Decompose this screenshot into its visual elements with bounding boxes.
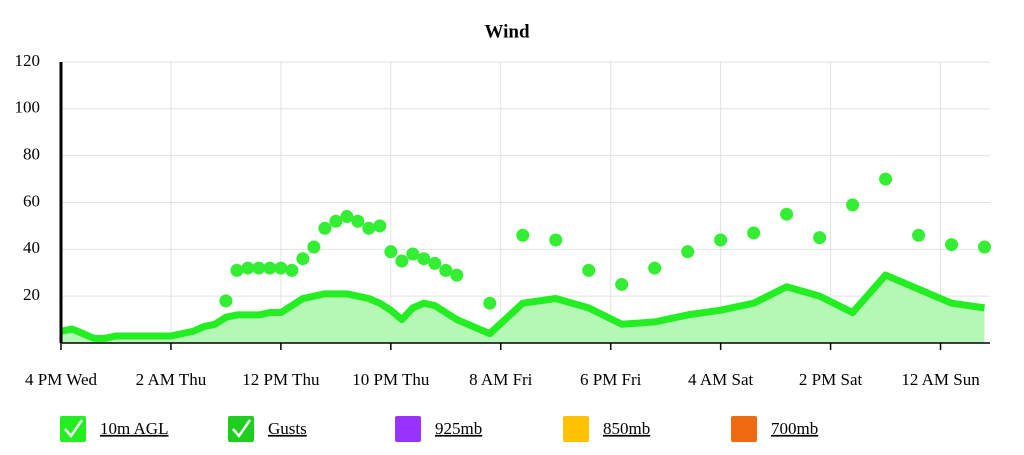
gust-dot [615, 277, 629, 291]
x-tick-label: 12 AM Sun [901, 370, 980, 389]
legend-label[interactable]: 850mb [603, 419, 650, 438]
gust-dot [395, 254, 409, 268]
legend-checkbox[interactable] [395, 416, 421, 442]
gust-dot [417, 252, 431, 266]
legend-check [64, 419, 84, 439]
gust-dot [428, 256, 442, 270]
gust-dot [252, 261, 266, 275]
y-tick-label: 40 [23, 238, 40, 257]
gust-dot [230, 263, 244, 277]
gust-dot [780, 207, 794, 221]
gust-dot [516, 228, 530, 242]
x-tick-label: 4 AM Sat [688, 370, 753, 389]
gust-dot [879, 172, 893, 186]
legend-label[interactable]: Gusts [268, 419, 307, 438]
gust-dot [384, 245, 398, 259]
x-tick-label: 12 PM Thu [242, 370, 320, 389]
gust-dot [846, 198, 860, 212]
gust-dot [362, 221, 376, 235]
gust-dot [582, 263, 596, 277]
x-tick-label: 8 AM Fri [469, 370, 533, 389]
gust-dot [285, 263, 299, 277]
gust-dot [450, 268, 464, 282]
legend-item[interactable]: Gusts [228, 416, 307, 442]
gust-dot [296, 252, 310, 266]
gust-dot [681, 245, 695, 259]
gust-dot [274, 261, 288, 275]
gust-dot [439, 263, 453, 277]
legend-checkbox[interactable] [228, 416, 254, 442]
legend-item[interactable]: 700mb [731, 416, 818, 442]
chart-title: Wind [484, 21, 530, 42]
gust-dot [340, 210, 354, 224]
legend-checkbox[interactable] [731, 416, 757, 442]
gust-dot [329, 214, 343, 228]
gust-dot [318, 221, 332, 235]
x-tick-label: 2 AM Thu [136, 370, 207, 389]
legend-checkbox[interactable] [563, 416, 589, 442]
x-tick-label: 2 PM Sat [799, 370, 863, 389]
legend-item[interactable]: 850mb [563, 416, 650, 442]
legend-item[interactable]: 925mb [395, 416, 482, 442]
gust-dot [219, 294, 233, 308]
gust-dot [263, 261, 277, 275]
gust-dot [714, 233, 728, 247]
wind-area [61, 275, 985, 343]
legend-label[interactable]: 700mb [771, 419, 818, 438]
gust-dot [549, 233, 563, 247]
x-tick-label: 6 PM Fri [580, 370, 642, 389]
legend-item[interactable]: 10m AGL [60, 416, 168, 442]
gust-dot [241, 261, 255, 275]
legend-check [232, 419, 252, 439]
legend-checkbox[interactable] [60, 416, 86, 442]
gust-dot [406, 247, 420, 261]
y-tick-label: 20 [23, 285, 40, 304]
gust-dot [813, 231, 827, 245]
gust-dot [945, 238, 959, 252]
legend-label[interactable]: 10m AGL [100, 419, 168, 438]
gust-dot [747, 226, 761, 240]
gust-dot [978, 240, 992, 254]
x-tick-label: 4 PM Wed [25, 370, 97, 389]
y-tick-label: 60 [23, 191, 40, 210]
y-tick-label: 100 [15, 98, 41, 117]
x-tick-label: 10 PM Thu [352, 370, 430, 389]
gust-dot [648, 261, 662, 275]
y-tick-label: 120 [15, 51, 41, 70]
y-tick-label: 80 [23, 145, 40, 164]
gust-dot [351, 214, 365, 228]
gust-dot [912, 228, 926, 242]
gust-dot [483, 296, 497, 310]
legend-label[interactable]: 925mb [435, 419, 482, 438]
gust-dot [373, 219, 387, 233]
gust-dot [307, 240, 321, 254]
wind-line [60, 271, 985, 342]
